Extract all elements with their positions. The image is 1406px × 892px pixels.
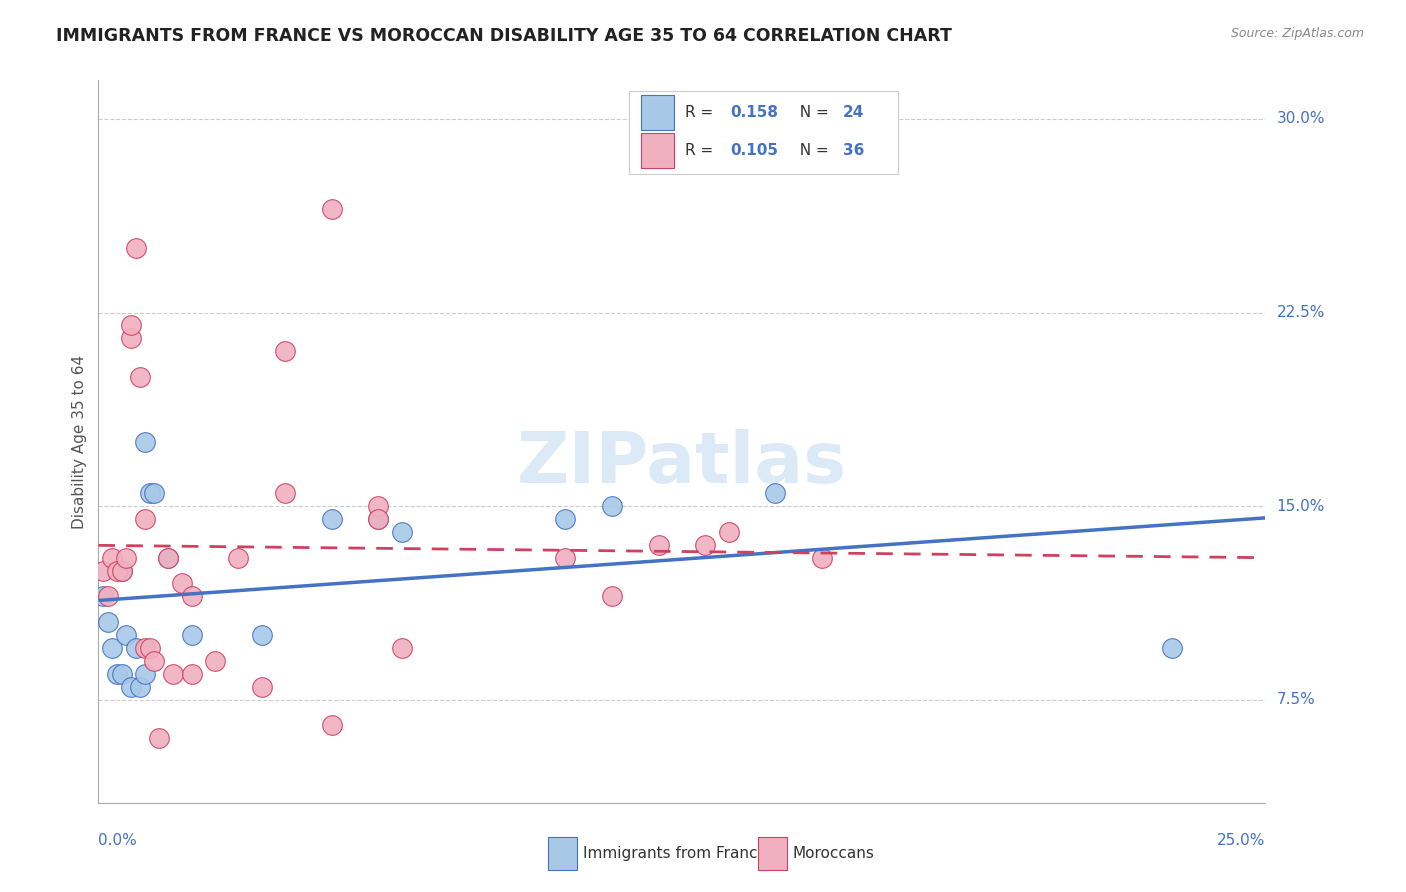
Text: 0.158: 0.158 [730,105,778,120]
Point [274,486,297,500]
Point [763,486,786,500]
Point [391,640,413,655]
Point [120,318,142,333]
Point [115,550,138,565]
Point [1161,640,1184,655]
Text: 30.0%: 30.0% [1277,112,1324,127]
Point [134,434,156,449]
Point [91,564,114,578]
Point [717,524,740,539]
Point [111,564,134,578]
Point [180,666,202,681]
Point [811,550,834,565]
Text: 24: 24 [844,105,865,120]
Point [250,628,273,642]
Text: Source: ZipAtlas.com: Source: ZipAtlas.com [1230,27,1364,40]
Point [97,590,120,604]
Point [180,628,202,642]
Text: N =: N = [790,105,834,120]
Point [91,590,114,604]
Point [120,680,142,694]
Point [228,550,250,565]
Point [554,550,576,565]
Point [129,680,152,694]
Text: Immigrants from France: Immigrants from France [582,846,766,861]
Text: 0.105: 0.105 [730,143,778,158]
Text: 22.5%: 22.5% [1277,305,1324,320]
Point [157,550,180,565]
Point [134,666,156,681]
Text: R =: R = [685,105,718,120]
Text: R =: R = [685,143,718,158]
Point [250,680,273,694]
Point [647,538,669,552]
Point [105,666,128,681]
Point [148,731,170,746]
Text: ZIPatlas: ZIPatlas [517,429,846,498]
Text: 25.0%: 25.0% [1218,833,1265,848]
Point [204,654,226,668]
Point [129,370,152,384]
Point [139,640,162,655]
Point [134,640,156,655]
Point [321,512,343,526]
Point [367,512,389,526]
Text: 0.0%: 0.0% [98,833,138,848]
Point [321,202,343,217]
Point [367,512,389,526]
FancyBboxPatch shape [641,133,673,168]
Point [115,628,138,642]
FancyBboxPatch shape [630,91,898,174]
Point [105,564,128,578]
Point [111,666,134,681]
FancyBboxPatch shape [641,95,673,130]
Point [391,524,413,539]
FancyBboxPatch shape [758,837,787,870]
Point [274,344,297,359]
Point [180,590,202,604]
Point [600,590,623,604]
Point [367,499,389,513]
Point [101,550,124,565]
Text: 15.0%: 15.0% [1277,499,1324,514]
Point [157,550,180,565]
Point [111,564,134,578]
Point [172,576,194,591]
Point [139,486,162,500]
Text: 36: 36 [844,143,865,158]
Text: N =: N = [790,143,834,158]
Point [97,615,120,630]
Point [101,640,124,655]
Text: IMMIGRANTS FROM FRANCE VS MOROCCAN DISABILITY AGE 35 TO 64 CORRELATION CHART: IMMIGRANTS FROM FRANCE VS MOROCCAN DISAB… [56,27,952,45]
Y-axis label: Disability Age 35 to 64: Disability Age 35 to 64 [72,354,87,529]
Point [695,538,717,552]
Point [321,718,343,732]
Text: 7.5%: 7.5% [1277,692,1315,707]
Point [162,666,184,681]
Point [125,241,148,255]
Point [600,499,623,513]
Point [554,512,576,526]
Text: Moroccans: Moroccans [793,846,875,861]
FancyBboxPatch shape [548,837,576,870]
Point [125,640,148,655]
Point [143,486,166,500]
Point [120,331,142,345]
Point [134,512,156,526]
Point [143,654,166,668]
